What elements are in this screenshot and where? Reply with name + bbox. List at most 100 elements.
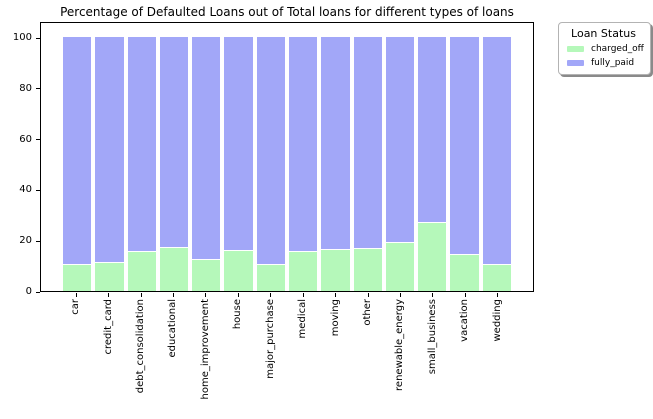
legend-item-label: charged_off xyxy=(591,44,644,54)
bar-segment-fully-paid xyxy=(63,37,92,265)
x-tick-mark xyxy=(302,293,304,297)
chart-title: Percentage of Defaulted Loans out of Tot… xyxy=(60,5,514,19)
x-label-cell: medical xyxy=(289,299,317,417)
x-tick-label: credit_card xyxy=(102,299,114,355)
bar-segment-charged-off xyxy=(321,250,350,291)
x-tick-label: vacation xyxy=(459,299,471,342)
bar-car xyxy=(63,37,92,291)
bar-segment-fully-paid xyxy=(224,37,253,251)
x-tick-mark xyxy=(464,293,466,297)
x-tick xyxy=(224,293,252,297)
legend-items: charged_off fully_paid xyxy=(563,44,644,68)
bar-segment-fully-paid xyxy=(256,37,285,265)
x-tick-mark xyxy=(172,293,174,297)
bar-segment-fully-paid xyxy=(159,37,189,248)
legend-item: fully_paid xyxy=(567,58,644,68)
bar-moving xyxy=(321,37,350,291)
bar-medical xyxy=(288,37,318,291)
bar-credit_card xyxy=(95,37,124,291)
x-tick-label: debt_consolidation xyxy=(135,299,147,394)
legend: Loan Status charged_off fully_paid xyxy=(558,22,651,75)
bar-major_purchase xyxy=(256,37,285,291)
bar-segment-charged-off xyxy=(95,262,124,291)
bar-educational xyxy=(159,37,189,291)
x-tick-mark xyxy=(497,293,499,297)
bar-home_improvement xyxy=(192,37,221,291)
x-label-cell: car xyxy=(62,299,90,417)
bar-vacation xyxy=(450,37,479,291)
x-tick-mark xyxy=(108,293,110,297)
x-tick-mark xyxy=(399,293,401,297)
x-tick-label: wedding xyxy=(491,299,503,342)
bar-segment-charged-off xyxy=(482,264,511,291)
y-tick-label: 20 xyxy=(19,235,32,247)
x-tick xyxy=(159,293,187,297)
bar-segment-charged-off xyxy=(353,249,382,291)
bar-segment-fully-paid xyxy=(192,37,221,261)
bar-segment-fully-paid xyxy=(450,37,479,256)
x-tick-mark xyxy=(335,293,337,297)
y-tick-label: 100 xyxy=(12,32,32,44)
x-tick-label: car xyxy=(70,299,82,315)
x-tick-label: moving xyxy=(329,299,341,337)
x-tick-mark xyxy=(237,293,239,297)
x-tick-label: house xyxy=(232,299,244,330)
x-tick xyxy=(289,293,317,297)
bar-segment-fully-paid xyxy=(418,37,447,223)
y-tick-mark xyxy=(36,189,40,191)
bar-renewable_energy xyxy=(385,37,415,291)
y-tick-label: 60 xyxy=(19,133,32,145)
bar-small_business xyxy=(418,37,447,291)
x-tick-mark xyxy=(367,293,369,297)
bar-segment-charged-off xyxy=(192,260,221,291)
x-tick-label: renewable_energy xyxy=(394,299,406,391)
legend-swatch xyxy=(567,46,584,52)
x-tick-mark xyxy=(432,293,434,297)
x-label-cell: vacation xyxy=(451,299,479,417)
bar-segment-fully-paid xyxy=(353,37,382,250)
x-tick xyxy=(386,293,414,297)
x-tick xyxy=(321,293,349,297)
legend-title: Loan Status xyxy=(571,27,636,40)
x-tick xyxy=(257,293,285,297)
bar-segment-fully-paid xyxy=(95,37,124,263)
bar-segment-charged-off xyxy=(450,255,479,291)
bar-segment-fully-paid xyxy=(288,37,318,252)
x-tick xyxy=(192,293,220,297)
bar-segment-charged-off xyxy=(288,251,318,291)
x-tick-label: medical xyxy=(297,299,309,339)
bar-segment-charged-off xyxy=(127,251,156,291)
y-tick-mark xyxy=(36,139,40,141)
x-label-cell: major_purchase xyxy=(257,299,285,417)
x-tick-mark xyxy=(205,293,207,297)
x-tick-label: educational xyxy=(167,299,179,358)
x-label-cell: educational xyxy=(159,299,187,417)
x-label-cell: wedding xyxy=(483,299,511,417)
bar-house xyxy=(224,37,253,291)
bars-container xyxy=(41,23,533,291)
x-label-cell: renewable_energy xyxy=(386,299,414,417)
x-tick xyxy=(451,293,479,297)
legend-swatch xyxy=(567,60,584,66)
x-tick-label: other xyxy=(362,299,373,326)
bar-segment-fully-paid xyxy=(482,37,511,265)
y-tick-mark xyxy=(36,291,40,293)
bar-other xyxy=(353,37,382,291)
bar-segment-charged-off xyxy=(224,250,253,291)
bar-segment-fully-paid xyxy=(127,37,156,252)
y-tick-label: 0 xyxy=(25,286,32,297)
bar-segment-charged-off xyxy=(159,247,189,291)
x-tick xyxy=(483,293,511,297)
bar-segment-charged-off xyxy=(418,222,447,291)
x-tick-mark xyxy=(140,293,142,297)
bar-segment-charged-off xyxy=(63,264,92,291)
y-tick-mark xyxy=(36,240,40,242)
x-tick xyxy=(94,293,122,297)
x-tick-label: home_improvement xyxy=(199,299,211,400)
x-axis-ticks xyxy=(40,293,534,297)
y-tick-label: 40 xyxy=(19,184,32,196)
y-tick-mark xyxy=(36,37,40,39)
x-label-cell: home_improvement xyxy=(192,299,220,417)
x-label-cell: debt_consolidation xyxy=(127,299,155,417)
